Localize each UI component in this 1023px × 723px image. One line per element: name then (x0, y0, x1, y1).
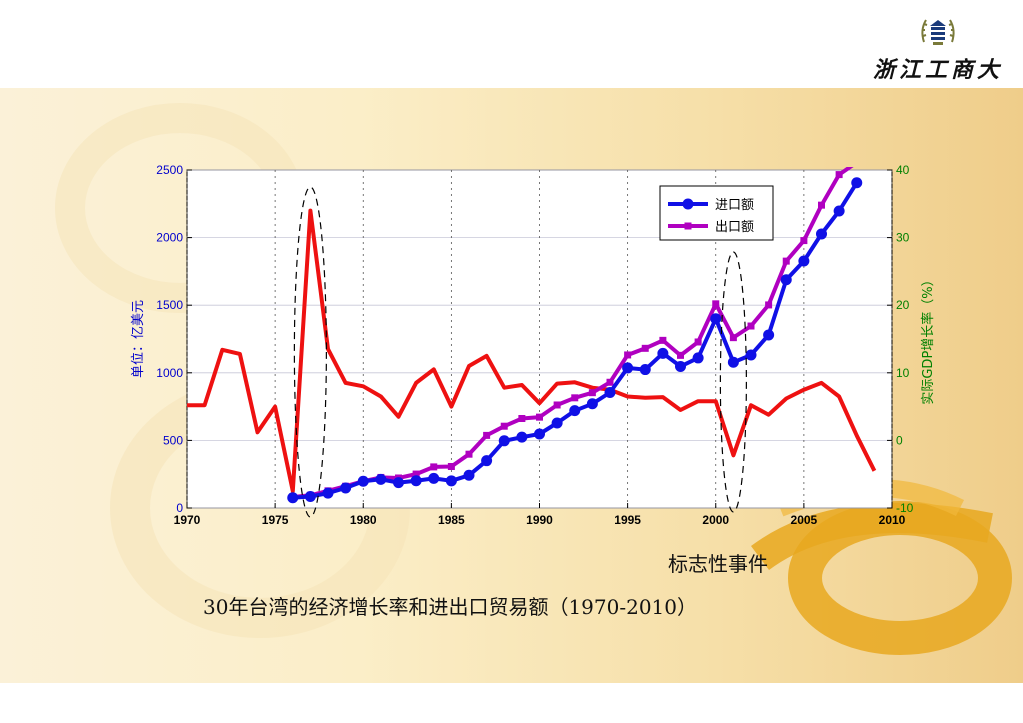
export-point (412, 470, 420, 478)
export-point (747, 322, 755, 330)
export-point (712, 300, 720, 308)
export-point (500, 422, 508, 430)
import-point (410, 475, 422, 487)
import-point (763, 329, 775, 341)
export-point (447, 462, 455, 470)
export-point (765, 301, 773, 309)
export-point (553, 401, 561, 409)
event-marker-ellipse (293, 186, 327, 518)
x-tick-label: 2005 (791, 513, 818, 527)
export-point (588, 389, 596, 397)
import-point (622, 362, 634, 374)
import-point (340, 482, 352, 494)
x-tick-label: 1980 (350, 513, 377, 527)
export-point (606, 378, 614, 386)
y2-axis-label: 实际GDP增长率（%） (920, 273, 936, 404)
x-tick-label: 2000 (702, 513, 729, 527)
import-point (304, 491, 316, 503)
y-tick-label: 500 (163, 433, 183, 447)
import-point (833, 205, 845, 217)
y-tick-label: 1000 (156, 366, 183, 380)
export-point (853, 159, 860, 166)
export-point (624, 351, 632, 359)
university-seal-icon (921, 19, 955, 45)
y2-tick-label: 0 (896, 433, 903, 447)
export-point (483, 431, 491, 439)
slide-footer (0, 683, 1023, 723)
legend-box (659, 185, 774, 241)
y-tick-label: 2500 (156, 163, 183, 177)
y2-tick-label: 30 (896, 231, 910, 245)
export-point (430, 463, 438, 471)
series-line-gdp (187, 208, 877, 494)
export-point (677, 351, 684, 359)
import-point (604, 387, 616, 399)
x-tick-label: 1990 (526, 513, 553, 527)
x-tick-label: 1970 (174, 513, 201, 527)
export-point (835, 171, 843, 179)
import-point (287, 492, 299, 504)
x-tick-label: 1985 (438, 513, 465, 527)
export-point (659, 336, 667, 344)
legend-import-marker (682, 198, 694, 210)
import-point (534, 428, 545, 440)
export-point (818, 201, 825, 209)
export-point (641, 344, 649, 352)
export-point (571, 394, 579, 402)
y-axis-label: 单位：亿美元 (131, 300, 146, 378)
import-point (816, 228, 827, 240)
import-point (727, 356, 739, 368)
import-point (851, 177, 863, 189)
import-point (516, 431, 528, 443)
import-point (745, 349, 757, 361)
legend-import-label: 进口额 (715, 198, 754, 213)
import-point (322, 487, 334, 499)
export-point (465, 450, 473, 458)
export-point (782, 257, 790, 265)
import-point (586, 398, 598, 410)
y-tick-label: 0 (176, 501, 183, 515)
y2-tick-label: 40 (896, 163, 910, 177)
marker-note: 标志性事件 (668, 552, 768, 576)
import-point (569, 405, 581, 417)
import-point (375, 473, 387, 485)
y-tick-label: 1500 (156, 298, 183, 312)
import-point (481, 455, 493, 467)
export-point (694, 338, 702, 346)
import-point (639, 364, 651, 376)
y2-tick-label: 10 (896, 366, 910, 380)
import-point (498, 435, 510, 447)
export-point (729, 334, 737, 342)
export-point (536, 413, 543, 421)
import-point (675, 360, 686, 372)
import-point (357, 475, 369, 487)
import-point (428, 472, 440, 484)
import-point (445, 475, 457, 487)
import-point (692, 352, 704, 364)
export-point (518, 414, 526, 422)
import-point (463, 469, 475, 481)
import-point (798, 255, 810, 267)
y-tick-label: 2000 (156, 231, 183, 245)
export-point (800, 237, 808, 245)
chart-caption: 30年台湾的经济增长率和进出口贸易额（1970-2010） (203, 595, 698, 619)
import-point (551, 417, 563, 429)
x-tick-label: 2010 (879, 513, 906, 527)
x-tick-label: 1975 (262, 513, 289, 527)
x-tick-label: 1995 (614, 513, 641, 527)
legend-export-marker (684, 222, 692, 230)
y2-tick-label: -10 (896, 501, 914, 515)
event-marker-ellipse (719, 251, 747, 513)
legend-export-label: 出口额 (715, 220, 754, 235)
import-point (780, 274, 792, 286)
import-point (710, 313, 722, 325)
import-point (393, 477, 404, 489)
y2-tick-label: 20 (896, 298, 910, 312)
import-point (657, 347, 669, 359)
